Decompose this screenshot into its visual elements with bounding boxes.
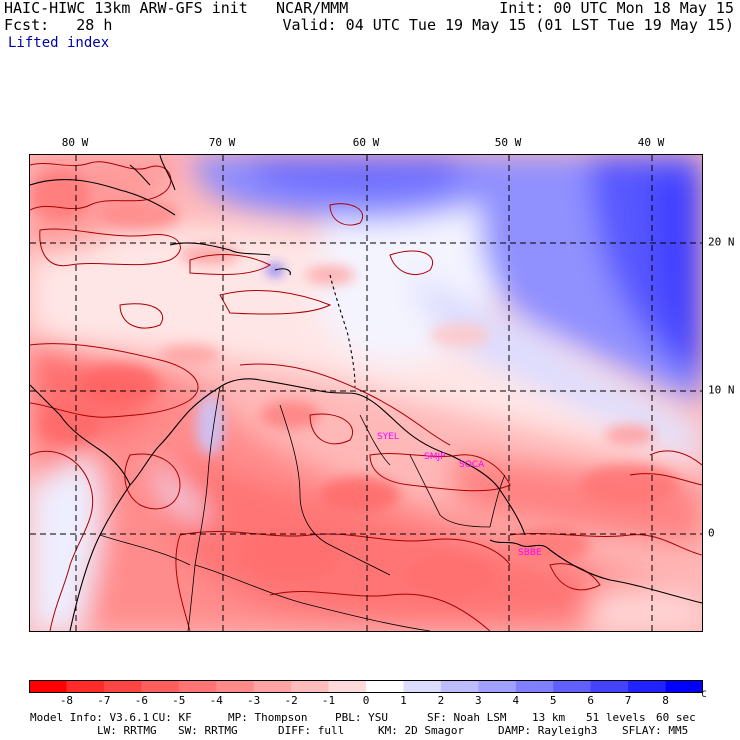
map-canvas [30,155,702,631]
colorbar-tick-label: -8 [59,694,74,707]
pbl-scheme: PBL: YSU [335,711,388,724]
colorbar-tick-label: -6 [134,694,148,707]
contours [30,161,702,631]
colorbar-swatch [628,680,667,693]
timestep: 60 sec [656,711,696,724]
colorbar-swatch [478,680,517,693]
colorbar-swatch [328,680,367,693]
surface-scheme: SF: Noah LSM [427,711,507,724]
colorbar-swatch [66,680,105,693]
model-info-f1: Model Info: V3.6.1 [30,711,150,724]
colorbar-tick-label: -1 [321,694,336,707]
surface-layer-setting: SFLAY: MM5 [622,724,689,737]
colorbar-tick-label: 1 [400,694,407,707]
grid-spacing: 13 km [532,711,566,724]
colorbar-swatch [103,680,142,693]
colorbar-tick-label: 8 [662,694,669,707]
field-name: Lifted index [8,35,110,51]
colorbar-swatch [216,680,255,693]
colorbar-swatch [253,680,292,693]
lon-label-80w: 80 W [61,136,89,149]
colorbar-swatch [590,680,629,693]
colorbar-border [29,680,703,693]
colorbar-swatch [178,680,217,693]
colorbar-tick-label: 7 [624,694,632,707]
colorbar-tick-label: 4 [512,694,520,707]
forecast-hour: Fcst: 28 h [4,16,113,34]
vertical-levels: 51 levels [586,711,646,724]
microphysics-scheme: MP: Thompson [228,711,308,724]
lon-label-60w: 60 W [352,136,380,149]
km-setting: KM: 2D Smagor [378,724,465,737]
colorbar-tick-label: -2 [284,694,298,707]
graticule [30,155,702,631]
longwave-scheme: LW: RRTMG [97,724,157,737]
colorbar-swatch [366,680,405,693]
colorbar-swatch [665,680,703,693]
colorbar-swatch [440,680,479,693]
colorbar-swatch [403,680,442,693]
lifted-index-map: SYEL SMJP SOCA SBBE [29,154,703,632]
colorbar-tick-label: 3 [475,694,482,707]
valid-time: Valid: 04 UTC Tue 19 May 15 (01 LST Tue … [282,16,734,34]
lat-label-10n: 10 N [708,383,735,397]
colorbar-tick-label: -3 [247,694,261,707]
org-label: NCAR/MMM [276,0,349,17]
colorbar-swatch [553,680,592,693]
shortwave-scheme: SW: RRTMG [178,724,238,737]
model-title: HAIC-HIWC 13km ARW-GFS init [4,0,248,17]
station-label: SOCA [459,460,485,470]
damping-setting: DAMP: Rayleigh3 [498,724,598,737]
lon-label-50w: 50 W [494,136,522,149]
colorbar-tick-label: -5 [172,694,186,707]
lat-label-20n: 20 N [708,235,735,249]
lon-label-70w: 70 W [208,136,236,149]
colorbar-unit: °C [696,690,707,700]
diffusion-setting: DIFF: full [278,724,345,737]
colorbar [29,680,703,693]
colorbar-swatch [291,680,330,693]
station-label: SBBE [518,548,542,558]
colorbar-tick-label: 5 [549,694,557,707]
coastlines [30,155,702,631]
colorbar-tick-label: 6 [587,694,594,707]
station-label: SYEL [377,432,399,442]
colorbar-swatch [141,680,180,693]
field-detail [30,170,680,595]
colorbar-tick-label: -4 [209,694,223,707]
init-time: Init: 00 UTC Mon 18 May 15 [499,0,734,17]
colorbar-tick-label: 2 [437,694,445,707]
cumulus-scheme: CU: KF [152,711,192,724]
colorbar-swatch [515,680,554,693]
colorbar-tick-label: -7 [97,694,111,707]
lat-label-0: 0 [708,526,715,540]
colorbar-swatch [29,680,68,693]
colorbar-tick-label: 0 [362,694,370,707]
lon-label-40w: 40 W [637,136,665,149]
station-label: SMJP [424,452,446,462]
